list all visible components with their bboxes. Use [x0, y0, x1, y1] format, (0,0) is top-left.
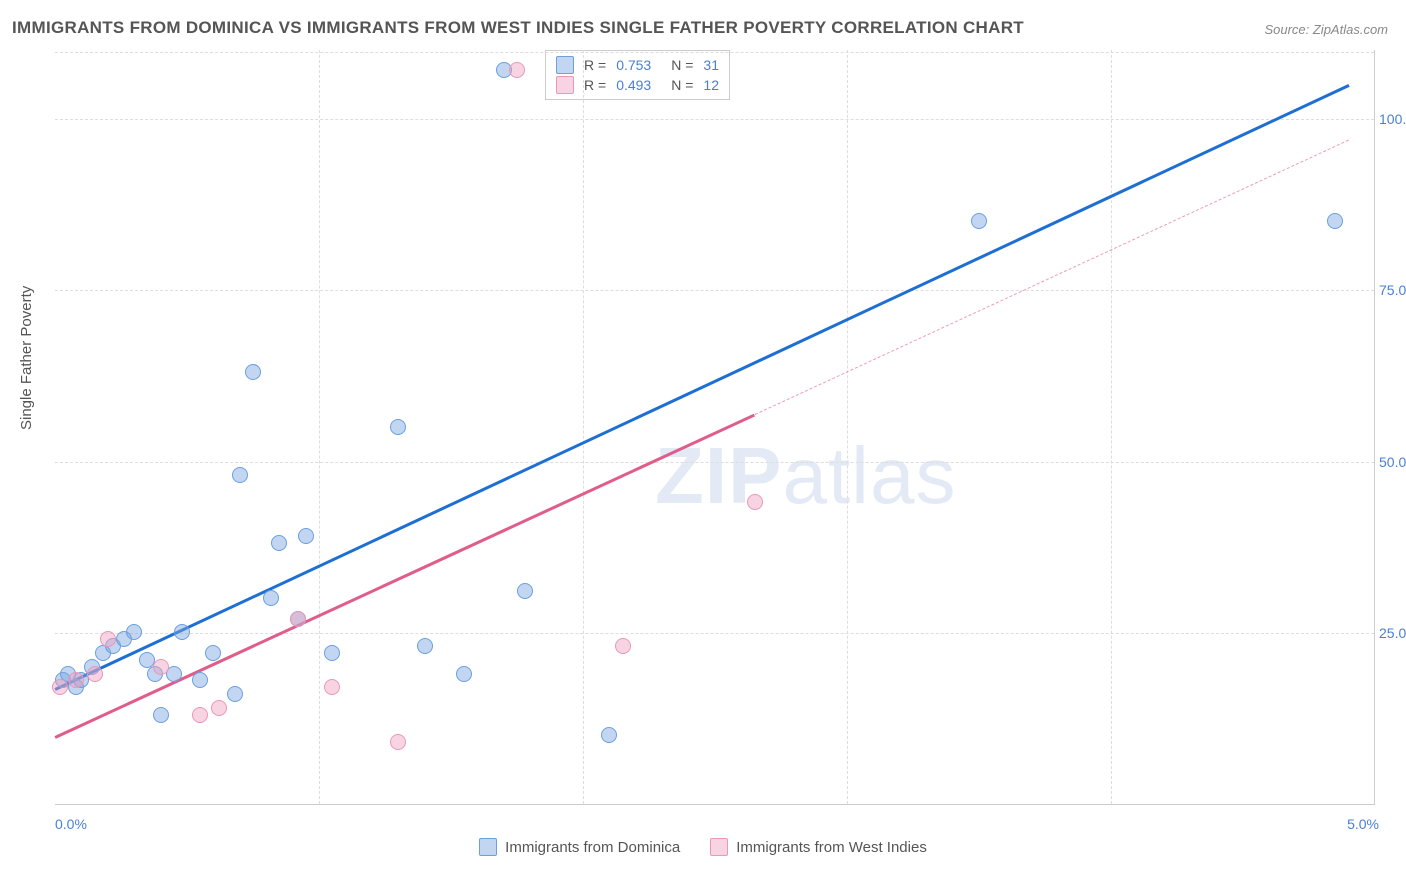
- legend-swatch: [556, 56, 574, 74]
- grid-line-h: [55, 119, 1374, 120]
- scatter-point-west_indies: [390, 734, 406, 750]
- grid-line-h: [55, 462, 1374, 463]
- scatter-point-dominica: [456, 666, 472, 682]
- bottom-legend-item-dominica: Immigrants from Dominica: [479, 838, 680, 856]
- scatter-point-dominica: [971, 213, 987, 229]
- stats-r-label: R =: [584, 77, 606, 93]
- grid-line-h: [55, 633, 1374, 634]
- scatter-point-dominica: [390, 419, 406, 435]
- stats-r-value: 0.753: [616, 57, 651, 73]
- y-axis-title: Single Father Poverty: [18, 286, 35, 430]
- scatter-point-west_indies: [192, 707, 208, 723]
- watermark: ZIPatlas: [655, 430, 956, 522]
- legend-swatch: [556, 76, 574, 94]
- bottom-legend-item-west_indies: Immigrants from West Indies: [710, 838, 927, 856]
- scatter-point-west_indies: [615, 638, 631, 654]
- scatter-point-dominica: [227, 686, 243, 702]
- y-tick-label: 100.0%: [1379, 111, 1406, 127]
- scatter-point-west_indies: [68, 672, 84, 688]
- scatter-point-dominica: [232, 467, 248, 483]
- scatter-point-dominica: [417, 638, 433, 654]
- stats-n-label: N =: [671, 77, 693, 93]
- stats-n-value: 12: [703, 77, 719, 93]
- scatter-point-dominica: [324, 645, 340, 661]
- grid-line-v: [319, 50, 320, 804]
- scatter-point-west_indies: [747, 494, 763, 510]
- scatter-point-dominica: [263, 590, 279, 606]
- scatter-point-dominica: [601, 727, 617, 743]
- stats-n-value: 31: [703, 57, 719, 73]
- scatter-point-west_indies: [87, 666, 103, 682]
- grid-line-v: [1111, 50, 1112, 804]
- x-tick-min: 0.0%: [55, 816, 87, 832]
- source-label: Source: ZipAtlas.com: [1264, 22, 1388, 37]
- scatter-point-dominica: [517, 583, 533, 599]
- plot-area: ZIPatlas R = 0.753N = 31R = 0.493N = 12 …: [55, 50, 1375, 805]
- scatter-point-west_indies: [509, 62, 525, 78]
- regression-line-dominica: [54, 84, 1349, 690]
- stats-legend: R = 0.753 N = 31 R = 0.493 N = 12: [545, 50, 730, 100]
- legend-swatch: [479, 838, 497, 856]
- legend-label: Immigrants from West Indies: [736, 839, 927, 856]
- scatter-point-west_indies: [290, 611, 306, 627]
- grid-line-v: [847, 50, 848, 804]
- grid-line-h: [55, 290, 1374, 291]
- legend-label: Immigrants from Dominica: [505, 839, 680, 856]
- scatter-point-dominica: [298, 528, 314, 544]
- scatter-point-west_indies: [153, 659, 169, 675]
- stats-r-label: R =: [584, 57, 606, 73]
- scatter-point-dominica: [1327, 213, 1343, 229]
- scatter-point-dominica: [245, 364, 261, 380]
- scatter-point-dominica: [174, 624, 190, 640]
- scatter-point-west_indies: [52, 679, 68, 695]
- grid-line-v: [583, 50, 584, 804]
- regression-dashed-west_indies: [754, 139, 1348, 414]
- y-tick-label: 50.0%: [1379, 454, 1406, 470]
- x-tick-max: 5.0%: [1347, 816, 1379, 832]
- stats-r-value: 0.493: [616, 77, 651, 93]
- scatter-point-dominica: [192, 672, 208, 688]
- scatter-point-dominica: [126, 624, 142, 640]
- legend-swatch: [710, 838, 728, 856]
- scatter-point-dominica: [271, 535, 287, 551]
- scatter-point-dominica: [205, 645, 221, 661]
- scatter-point-west_indies: [211, 700, 227, 716]
- scatter-point-dominica: [153, 707, 169, 723]
- bottom-legend: Immigrants from Dominica Immigrants from …: [0, 838, 1406, 856]
- stats-row-dominica: R = 0.753 N = 31: [556, 55, 719, 75]
- stats-n-label: N =: [671, 57, 693, 73]
- stats-row-west_indies: R = 0.493 N = 12: [556, 75, 719, 95]
- grid-line-h: [55, 52, 1374, 53]
- chart-title: IMMIGRANTS FROM DOMINICA VS IMMIGRANTS F…: [12, 18, 1024, 38]
- y-tick-label: 75.0%: [1379, 282, 1406, 298]
- scatter-point-west_indies: [100, 631, 116, 647]
- y-tick-label: 25.0%: [1379, 625, 1406, 641]
- scatter-point-west_indies: [324, 679, 340, 695]
